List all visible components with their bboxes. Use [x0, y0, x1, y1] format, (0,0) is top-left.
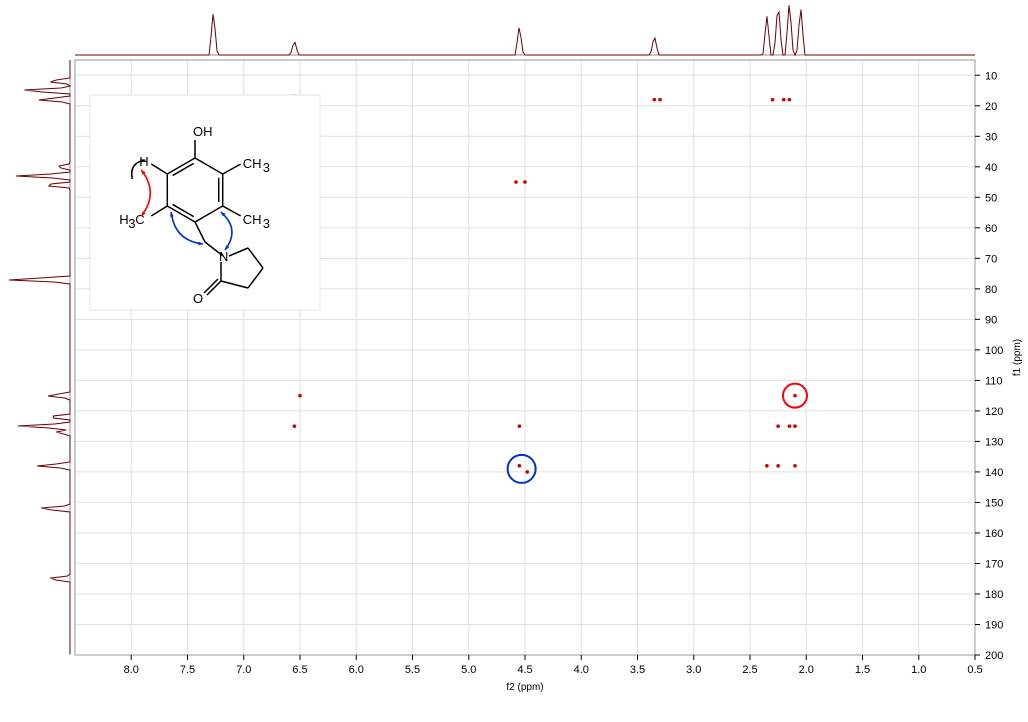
x-tick-label: 4.5 — [517, 664, 532, 676]
y-tick-label: 40 — [985, 162, 997, 174]
cross-peak — [776, 464, 780, 468]
x-tick-label: 7.0 — [236, 664, 251, 676]
y-tick-label: 20 — [985, 101, 997, 113]
label-ch3-mid: CH — [243, 212, 262, 227]
cross-peak — [782, 98, 786, 102]
highlight-blue — [508, 455, 536, 483]
x-tick-label: 4.0 — [574, 664, 589, 676]
x-tick-label: 1.5 — [855, 664, 870, 676]
cross-peak — [788, 424, 792, 428]
y-tick-label: 120 — [985, 406, 1003, 418]
cross-peak — [518, 424, 522, 428]
y-tick-label: 180 — [985, 589, 1003, 601]
label-ch3-top-sub: 3 — [263, 160, 270, 175]
y-tick-label: 200 — [985, 650, 1003, 662]
x-tick-label: 5.5 — [405, 664, 420, 676]
x-axis-label: f2 (ppm) — [506, 682, 543, 693]
x-tick-label: 6.0 — [349, 664, 364, 676]
y-axis-label: f1 (ppm) — [1012, 339, 1023, 376]
y-tick-label: 70 — [985, 253, 997, 265]
cross-peak — [793, 464, 797, 468]
y-tick-label: 100 — [985, 345, 1003, 357]
cross-peak — [765, 464, 769, 468]
top-trace — [75, 5, 975, 55]
y-tick-label: 140 — [985, 467, 1003, 479]
y-tick-label: 170 — [985, 558, 1003, 570]
x-tick-label: 0.5 — [967, 664, 982, 676]
y-tick-label: 50 — [985, 192, 997, 204]
cross-peak — [771, 98, 775, 102]
cross-peak — [514, 180, 518, 184]
cross-peak — [793, 424, 797, 428]
x-tick-label: 5.0 — [461, 664, 476, 676]
label-ch3-mid-sub: 3 — [263, 216, 270, 231]
cross-peak — [788, 98, 792, 102]
x-tick-label: 1.0 — [911, 664, 926, 676]
cross-peak — [776, 424, 780, 428]
x-tick-label: 6.5 — [292, 664, 307, 676]
cross-peak — [658, 98, 662, 102]
y-tick-label: 110 — [985, 375, 1003, 387]
x-tick-label: 3.0 — [686, 664, 701, 676]
cross-peak — [793, 394, 797, 398]
y-tick-label: 160 — [985, 528, 1003, 540]
label-h3c: H — [119, 212, 128, 227]
x-tick-label: 3.5 — [630, 664, 645, 676]
x-tick-label: 7.5 — [180, 664, 195, 676]
x-tick-label: 2.0 — [799, 664, 814, 676]
cross-peak — [298, 394, 302, 398]
y-tick-label: 130 — [985, 436, 1003, 448]
y-tick-label: 10 — [985, 70, 997, 82]
x-tick-label: 8.0 — [124, 664, 139, 676]
y-tick-label: 30 — [985, 131, 997, 143]
label-o: O — [193, 291, 203, 306]
label-oh: OH — [193, 124, 213, 139]
y-tick-label: 90 — [985, 314, 997, 326]
label-n: N — [219, 249, 228, 264]
cross-peak — [653, 98, 657, 102]
label-ch3-top: CH — [243, 156, 262, 171]
nmr-2d-plot: 8.0 7.5 7.0 6.5 6.0 5.5 5.0 4.5 4.0 3.5 3.0 2.5 2.0 1… — [0, 0, 1028, 717]
cross-peak — [525, 470, 529, 474]
y-tick-label: 60 — [985, 223, 997, 235]
y-tick-label: 80 — [985, 284, 997, 296]
y-tick-label: 150 — [985, 497, 1003, 509]
y-tick-label: 190 — [985, 619, 1003, 631]
cross-peak — [518, 464, 522, 468]
left-trace — [9, 60, 70, 654]
x-tick-label: 2.5 — [742, 664, 757, 676]
cross-peak — [293, 424, 297, 428]
cross-peak — [523, 180, 527, 184]
